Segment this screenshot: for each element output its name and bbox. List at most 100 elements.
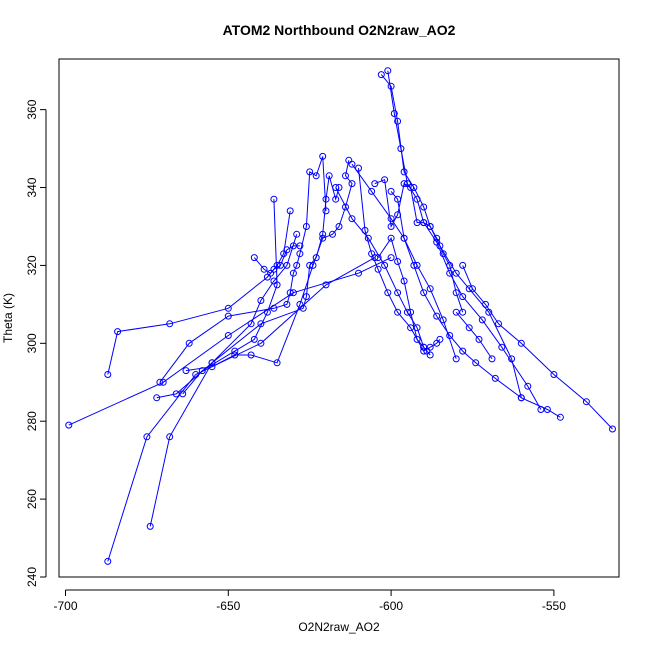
data-point	[387, 234, 395, 242]
data-point	[413, 219, 421, 227]
series-line-12	[387, 70, 542, 410]
data-point	[446, 261, 454, 269]
data-point	[224, 312, 232, 320]
data-point	[433, 234, 441, 242]
y-tick-label: 280	[25, 411, 39, 431]
data-point	[582, 398, 590, 406]
data-point	[260, 265, 268, 273]
data-point	[250, 254, 258, 262]
data-point	[273, 281, 281, 289]
data-point	[231, 351, 239, 359]
data-point	[413, 261, 421, 269]
data-point	[394, 211, 402, 219]
data-point	[368, 250, 376, 258]
data-point	[478, 316, 486, 324]
series-line-7	[182, 199, 278, 395]
data-point	[420, 203, 428, 211]
data-point	[420, 343, 428, 351]
series-line-9	[253, 245, 300, 274]
series-line-4	[107, 210, 291, 375]
data-point	[394, 117, 402, 125]
data-point	[185, 339, 193, 347]
data-point	[387, 187, 395, 195]
data-point	[342, 172, 349, 180]
data-point	[312, 172, 320, 180]
data-point	[247, 320, 255, 328]
data-point	[384, 67, 392, 75]
y-tick-label: 340	[25, 177, 39, 197]
data-point	[368, 187, 376, 195]
data-point	[410, 261, 418, 269]
data-point	[273, 359, 281, 367]
data-point	[224, 332, 232, 339]
series-line-17	[377, 237, 431, 356]
data-point	[329, 230, 336, 238]
data-point	[394, 258, 402, 265]
data-point	[325, 172, 333, 180]
data-point	[250, 335, 258, 343]
data-point	[407, 308, 415, 316]
series-line-6	[159, 156, 327, 383]
x-axis-label: O2N2raw_AO2	[298, 620, 380, 634]
data-point	[459, 293, 467, 301]
data-point	[302, 223, 310, 230]
data-point	[426, 285, 434, 293]
y-tick-label: 300	[25, 333, 39, 353]
series-layer	[65, 67, 616, 565]
data-point	[293, 230, 301, 238]
series-line-18	[351, 163, 457, 360]
data-point	[485, 308, 493, 316]
data-point	[286, 207, 294, 215]
data-point	[289, 289, 297, 297]
data-point	[286, 289, 294, 297]
data-point	[332, 184, 340, 191]
data-point	[465, 324, 473, 332]
data-point	[465, 285, 473, 293]
series-line-10	[358, 168, 441, 352]
data-point	[459, 261, 467, 269]
data-point	[498, 343, 506, 351]
data-point	[348, 160, 356, 168]
data-point	[433, 312, 441, 320]
data-point	[482, 300, 489, 308]
data-point	[224, 304, 232, 312]
data-point	[283, 246, 291, 254]
data-point	[517, 394, 525, 402]
data-point	[306, 168, 314, 176]
data-point	[413, 324, 421, 332]
data-point	[439, 250, 447, 258]
y-tick-label: 360	[25, 99, 39, 119]
data-point	[342, 203, 349, 211]
data-point	[306, 261, 314, 269]
data-point	[446, 269, 454, 277]
data-point	[143, 433, 151, 441]
y-axis: 240 260 280 300 320 340 360	[25, 99, 47, 587]
data-point	[257, 297, 265, 304]
data-point	[146, 522, 154, 530]
data-point	[283, 300, 291, 308]
series-line-3	[68, 257, 392, 426]
data-point	[231, 347, 239, 355]
data-point	[387, 82, 395, 90]
data-point	[543, 406, 551, 413]
data-point	[495, 320, 502, 328]
y-tick-label: 240	[25, 567, 39, 587]
data-point	[361, 226, 369, 234]
data-point	[420, 347, 428, 355]
x-tick-label: -600	[379, 599, 403, 613]
data-point	[276, 261, 284, 269]
data-point	[400, 180, 408, 188]
data-point	[156, 378, 164, 386]
data-point	[381, 176, 389, 184]
data-point	[293, 261, 301, 269]
data-point	[433, 238, 441, 246]
data-point	[426, 351, 434, 359]
data-point	[400, 277, 408, 285]
data-point	[452, 289, 460, 297]
series-line-16	[455, 311, 493, 360]
data-point	[400, 234, 408, 242]
data-point	[289, 269, 297, 277]
data-point	[166, 320, 174, 328]
data-point	[322, 207, 330, 215]
